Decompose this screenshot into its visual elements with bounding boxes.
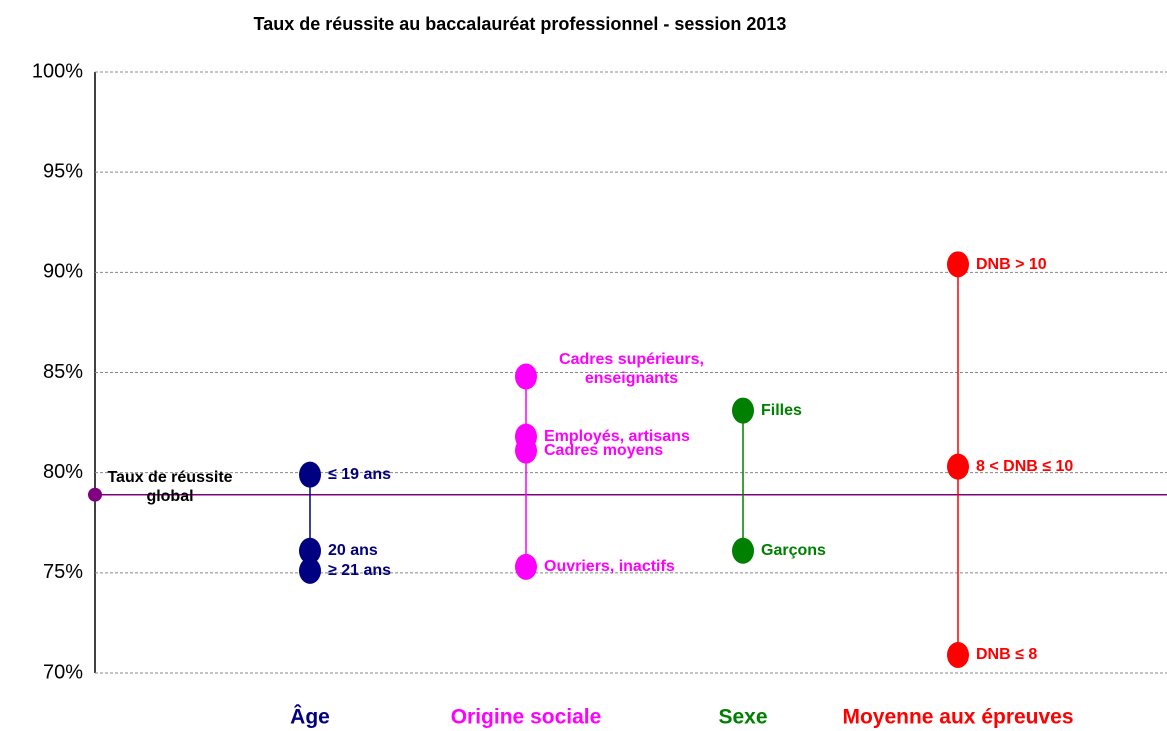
y-tick-label: 90% <box>43 261 83 283</box>
dot <box>515 553 537 580</box>
point-label: Ouvriers, inactifs <box>544 558 675 576</box>
point-label-box: Ouvriers, inactifs <box>544 558 675 576</box>
point-label: Cadres supérieurs, enseignants <box>559 350 704 387</box>
point-label: ≤ 19 ans <box>328 466 392 484</box>
reference-label: Taux de réussite global <box>107 468 233 505</box>
dot <box>299 461 321 488</box>
point-label-box: DNB > 10 <box>976 255 1047 273</box>
point-label: 8 < DNB ≤ 10 <box>976 458 1074 476</box>
y-tick-label: 75% <box>43 561 83 583</box>
reference-label-box: Taux de réussite global <box>107 468 233 505</box>
dot <box>947 453 969 480</box>
point-label-box: Employés, artisans <box>544 428 690 446</box>
point-label: DNB ≤ 8 <box>976 646 1038 664</box>
point-label-box: 20 ans <box>328 542 378 560</box>
point-label-box: Garçons <box>761 542 826 560</box>
point-label-box: Filles <box>761 402 802 420</box>
chart-title: Taux de réussite au baccalauréat profess… <box>254 14 787 34</box>
point-label: 20 ans <box>328 542 378 560</box>
dot <box>947 251 969 278</box>
group-label: Âge <box>290 705 330 729</box>
group-label: Origine sociale <box>451 706 602 729</box>
point-label-box: ≥ 21 ans <box>328 562 392 580</box>
group-label: Moyenne aux épreuves <box>842 706 1073 729</box>
dot <box>515 437 537 464</box>
dot <box>299 537 321 564</box>
point-label-box: DNB ≤ 8 <box>976 646 1038 664</box>
point-label: Garçons <box>761 542 826 560</box>
point-label: Filles <box>761 402 802 420</box>
group-label: Sexe <box>718 706 767 729</box>
point-label-box: ≤ 19 ans <box>328 466 392 484</box>
point-label: DNB > 10 <box>976 255 1047 273</box>
reference-dot <box>88 487 102 502</box>
dot <box>299 557 321 584</box>
dot <box>732 397 754 424</box>
point-label: Cadres moyens <box>544 442 664 460</box>
point-label-box: 8 < DNB ≤ 10 <box>976 458 1074 476</box>
point-label-box: Cadres supérieurs, enseignants <box>559 350 704 387</box>
dot <box>515 363 537 390</box>
y-tick-label: 80% <box>43 461 83 483</box>
y-tick-label: 95% <box>43 160 83 182</box>
point-label-box: Cadres moyens <box>544 442 664 460</box>
y-tick-label: 70% <box>43 661 83 683</box>
y-tick-label: 100% <box>32 60 83 82</box>
dot <box>947 641 969 668</box>
point-label: Employés, artisans <box>544 428 690 446</box>
y-tick-label: 85% <box>43 361 83 383</box>
point-label: ≥ 21 ans <box>328 562 392 580</box>
dot <box>732 537 754 564</box>
